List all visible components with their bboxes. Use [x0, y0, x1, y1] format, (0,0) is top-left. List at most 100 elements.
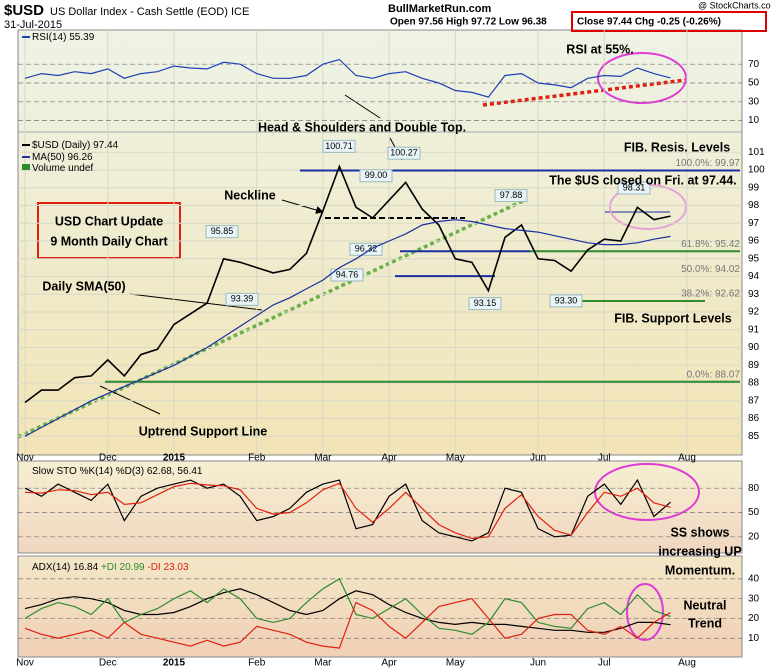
point-label-box	[549, 294, 583, 308]
annotation: Neckline	[224, 188, 275, 202]
index-name: US Dollar Index - Cash Settle (EOD) ICE	[50, 6, 249, 18]
annotation: USD Chart Update	[55, 214, 163, 228]
y-tick-label: 50	[748, 507, 760, 518]
y-tick-label: 99	[748, 182, 760, 193]
point-label-box	[205, 225, 239, 239]
callout	[344, 94, 381, 119]
series-line	[24, 478, 671, 542]
y-tick-label: 94	[748, 271, 760, 282]
legend-entry: +DI 20.99	[101, 562, 145, 573]
annotation: Head & Shoulders and Double Top.	[258, 120, 466, 134]
y-tick-label: 97	[748, 218, 760, 229]
y-tick-label: 90	[748, 342, 760, 353]
point-label: 96.32	[355, 244, 378, 254]
highlight	[594, 463, 700, 521]
point-label: 97.88	[500, 190, 523, 200]
y-tick-label: 10	[748, 115, 760, 126]
ohl: Open 97.56 High 97.72 Low 96.38	[390, 17, 547, 28]
annotation: RSI at 55%.	[566, 42, 633, 56]
y-tick-label: 80	[748, 483, 760, 494]
x-tick-label: Aug	[678, 453, 696, 464]
adx-panel	[17, 555, 743, 658]
legend-entry: Volume undef	[32, 163, 93, 174]
y-tick-label: 100	[748, 165, 765, 176]
legend-entry: MA(50) 96.26	[32, 152, 93, 163]
point-label: 95.85	[211, 226, 234, 236]
annotation: increasing UP	[658, 544, 741, 558]
point-label-box	[225, 292, 259, 306]
point-label-box	[468, 297, 502, 311]
annotation: The $US closed on Fri. at 97.44.	[549, 173, 737, 187]
site: BullMarketRun.com	[388, 3, 492, 15]
annotation: Uptrend Support Line	[139, 424, 268, 438]
y-tick-label: 89	[748, 360, 760, 371]
series-line	[24, 219, 671, 437]
x-tick-label: 2015	[163, 453, 186, 464]
x-tick-label: Nov	[16, 658, 34, 669]
point-label: 99.00	[365, 170, 388, 180]
point-label: 94.76	[336, 269, 359, 279]
x-tick-label: Jun	[530, 453, 546, 464]
x-tick-label: Feb	[248, 658, 266, 669]
y-tick-label: 95	[748, 253, 760, 264]
y-tick-label: 98	[748, 200, 760, 211]
series-line	[24, 58, 671, 98]
y-tick-label: 96	[748, 236, 760, 247]
point-label: 93.15	[474, 298, 497, 308]
x-tick-label: 2015	[163, 658, 186, 669]
point-label-box	[617, 181, 651, 195]
legend: MA(50) 96.26	[32, 152, 93, 163]
point-label: 93.30	[555, 295, 578, 305]
y-tick-label: 10	[748, 633, 760, 644]
point-label-box	[322, 139, 356, 153]
fib-label: 38.2%: 92.62	[681, 289, 740, 300]
credit: @ StockCharts.com	[698, 0, 771, 10]
x-tick-label: Mar	[314, 658, 332, 669]
series-line	[24, 164, 671, 404]
rsi-trendline	[482, 78, 687, 107]
point-label: 98.31	[623, 182, 646, 192]
close-box	[571, 11, 767, 32]
x-tick-label: Dec	[99, 658, 117, 669]
legend: $USD (Daily) 97.44	[32, 140, 119, 151]
legend-entry: Slow STO %K(14) %D(3) 62.68, 56.41	[32, 466, 203, 477]
note-box	[37, 202, 181, 259]
x-tick-label: Apr	[381, 453, 397, 464]
y-tick-label: 85	[748, 431, 760, 442]
x-tick-label: Jul	[598, 658, 611, 669]
fib-label: 100.0%: 99.97	[676, 158, 741, 169]
point-label-box	[330, 268, 364, 282]
legend-swatch	[22, 164, 30, 170]
x-tick-label: May	[446, 453, 465, 464]
date: 31-Jul-2015	[4, 19, 62, 31]
annotation: Daily SMA(50)	[42, 279, 125, 293]
point-label-box	[387, 146, 421, 160]
close: Close 97.44 Chg -0.25 (-0.26%)	[577, 17, 721, 28]
sto-panel	[17, 460, 743, 554]
legend-entry: $USD (Daily) 97.44	[32, 140, 119, 151]
annotation: FIB. Support Levels	[614, 311, 731, 325]
point-label-box	[349, 242, 383, 256]
legend-entry: -DI 23.03	[147, 562, 189, 573]
fib-label: 50.0%: 94.02	[681, 264, 740, 275]
y-tick-label: 40	[748, 574, 760, 585]
highlight	[597, 52, 687, 104]
x-tick-label: Mar	[314, 453, 332, 464]
series-line	[24, 598, 671, 649]
x-tick-label: Jun	[530, 658, 546, 669]
x-tick-label: Dec	[99, 453, 117, 464]
legend: Volume undef	[32, 163, 93, 174]
x-tick-label: Jul	[598, 453, 611, 464]
legend-entry: RSI(14) 55.39	[32, 32, 95, 43]
y-tick-label: 92	[748, 307, 760, 318]
point-label-box	[494, 189, 528, 203]
annotation: FIB. Resis. Levels	[624, 140, 730, 154]
x-tick-label: May	[446, 658, 465, 669]
callout	[129, 293, 263, 311]
x-tick-label: Aug	[678, 658, 696, 669]
point-label: 93.39	[231, 294, 254, 304]
point-label: 100.27	[390, 148, 418, 158]
y-tick-label: 93	[748, 289, 760, 300]
